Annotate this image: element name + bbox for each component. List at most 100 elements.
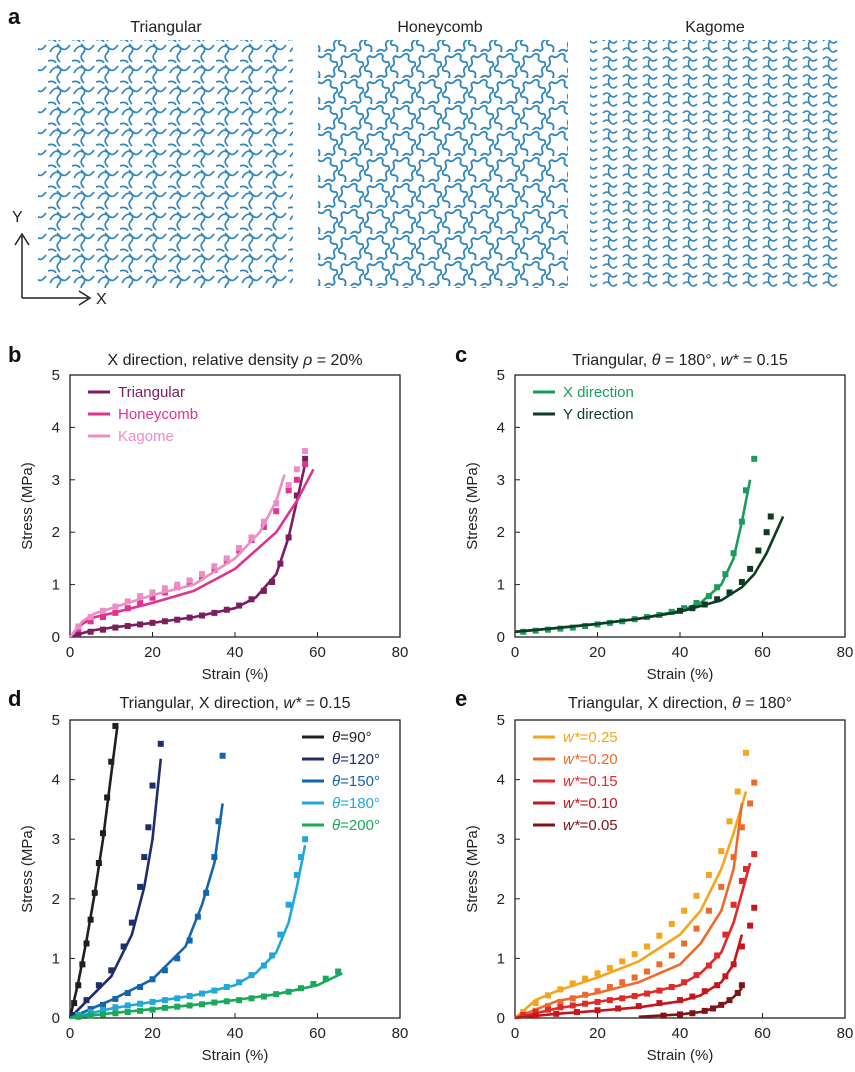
data-point — [734, 989, 741, 996]
data-point — [124, 605, 131, 612]
data-point — [714, 952, 721, 959]
data-point — [335, 968, 342, 975]
data-point — [656, 1000, 663, 1007]
x-tick-label: 60 — [754, 644, 771, 661]
data-point — [100, 614, 106, 621]
data-point — [277, 931, 284, 938]
data-point — [236, 602, 243, 609]
y-tick-label: 3 — [52, 472, 60, 489]
x-tick-label: 40 — [227, 644, 244, 661]
data-point — [656, 961, 663, 968]
x-tick-label: 40 — [672, 1025, 689, 1042]
data-point — [186, 614, 193, 621]
data-point — [137, 1007, 144, 1014]
data-point — [726, 997, 733, 1004]
data-point — [248, 534, 255, 541]
lattice-title-honeycomb: Honeycomb — [397, 19, 482, 36]
series-4 — [69, 968, 343, 1020]
triangular-lattice — [38, 40, 293, 288]
data-point — [767, 513, 774, 520]
data-point — [545, 1006, 551, 1013]
data-point — [545, 992, 551, 999]
data-point — [681, 907, 688, 914]
data-point — [236, 979, 243, 986]
data-point — [248, 995, 255, 1002]
data-point — [95, 982, 102, 989]
data-point — [751, 455, 758, 462]
data-point — [718, 848, 725, 855]
data-point — [219, 752, 226, 759]
data-point — [112, 1004, 119, 1011]
data-point — [112, 609, 119, 616]
data-point — [689, 993, 696, 1000]
y-tick-label: 3 — [52, 831, 60, 848]
data-point — [747, 800, 754, 807]
lattice-title-kagome: Kagome — [685, 19, 745, 36]
data-point — [730, 854, 737, 861]
data-point — [112, 624, 119, 631]
data-point — [79, 961, 86, 968]
data-point — [194, 913, 201, 920]
data-point — [137, 599, 144, 606]
data-point — [124, 1002, 131, 1009]
data-point — [124, 1009, 131, 1016]
data-point — [91, 889, 98, 896]
y-tick-label: 0 — [497, 629, 505, 646]
panel-letter-c: c — [455, 342, 467, 367]
y-tick-label: 0 — [52, 1010, 60, 1027]
data-point — [738, 518, 745, 525]
data-point — [668, 608, 675, 615]
data-point — [557, 986, 564, 993]
data-point — [681, 605, 688, 612]
chart-title: Triangular, θ = 180°, w* = 0.15 — [572, 352, 788, 369]
data-point — [298, 985, 304, 992]
data-point — [161, 585, 168, 592]
data-point — [293, 476, 300, 483]
data-point — [668, 952, 675, 959]
data-point — [693, 925, 700, 932]
data-point — [532, 1000, 539, 1007]
data-point — [285, 534, 292, 541]
data-point — [75, 631, 82, 638]
data-point — [112, 603, 119, 610]
x-axis-label: Strain (%) — [202, 1047, 269, 1064]
chart-title: Triangular, X direction, w* = 0.15 — [119, 695, 350, 712]
y-tick-label: 4 — [52, 772, 60, 789]
data-point — [149, 619, 156, 626]
data-point — [615, 1005, 622, 1012]
data-point — [174, 995, 181, 1002]
data-point — [714, 584, 721, 591]
legend-label: w*=0.05 — [563, 817, 618, 834]
data-point — [701, 601, 708, 608]
chart-d: Triangular, X direction, w* = 0.150 20 40 6… — [19, 695, 408, 1064]
legend-label: Y direction — [563, 406, 634, 423]
data-point — [714, 982, 721, 989]
data-point — [701, 988, 708, 995]
data-point — [100, 830, 106, 837]
data-point — [186, 577, 193, 584]
data-point — [743, 487, 749, 494]
data-point — [87, 614, 94, 621]
legend-label: Honeycomb — [118, 406, 198, 423]
data-point — [120, 943, 127, 950]
series-line — [514, 862, 752, 1020]
data-point — [747, 565, 754, 572]
data-point — [726, 589, 733, 596]
data-point — [545, 1003, 551, 1010]
data-point — [87, 618, 94, 625]
lattice-title-triangular: Triangular — [130, 19, 202, 36]
y-tick-label: 3 — [497, 831, 505, 848]
data-point — [573, 1009, 580, 1016]
x-tick-label: 80 — [392, 644, 409, 661]
data-point — [87, 1009, 94, 1016]
legend-label: θ=90° — [332, 729, 372, 746]
y-tick-label: 5 — [52, 712, 60, 729]
data-point — [273, 500, 280, 507]
data-point — [223, 555, 230, 562]
xy-axis-indicator — [14, 232, 92, 306]
data-point — [631, 951, 638, 958]
data-point — [199, 1001, 205, 1008]
x-tick-label: 20 — [144, 644, 161, 661]
data-point — [141, 854, 148, 861]
data-point — [137, 1000, 144, 1007]
